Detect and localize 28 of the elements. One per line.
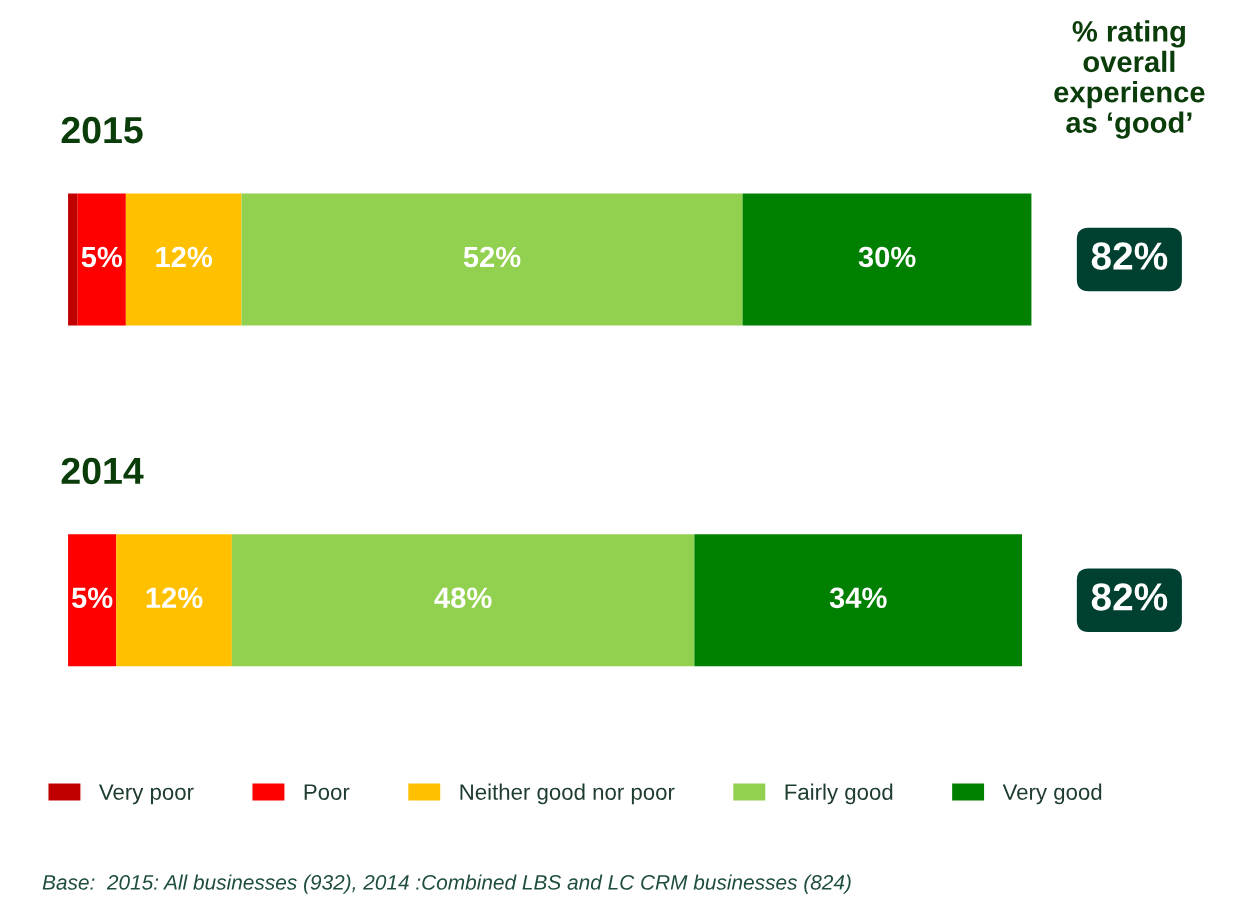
data-label: 5% (81, 246, 123, 268)
y-tick-label: 2014 (61, 457, 144, 485)
bar (231, 534, 695, 667)
data-label: 48% (434, 587, 492, 609)
bar (77, 193, 126, 326)
bar (68, 193, 78, 326)
bar (116, 534, 232, 667)
bar (694, 534, 1023, 667)
bar (68, 534, 117, 667)
legend-label: Poor (304, 784, 350, 800)
y-tick-label: 2015 (61, 116, 143, 144)
data-label: 52% (463, 246, 521, 268)
legend-label: Very poor (98, 784, 194, 805)
text: % rating overall experience as ‘good’ (1054, 20, 1205, 139)
bar (125, 193, 242, 326)
text: 82% (1091, 583, 1168, 611)
data-label: 34% (829, 587, 887, 609)
legend-label: Very good (1002, 783, 1102, 805)
data-label: 12% (146, 587, 203, 609)
legend-label: Fairly good (785, 783, 893, 805)
bar (241, 193, 743, 326)
text: Base: 2015: All businesses (932), 2014 :Combined LBS and LC CRM businesses (824) (42, 874, 851, 894)
text: 82% (1091, 242, 1168, 270)
data-label: 30% (858, 246, 916, 268)
data-label: 5% (71, 587, 113, 609)
legend-label: Neither good nor poor (460, 783, 675, 805)
data-label: 12% (156, 246, 213, 268)
bar (742, 193, 1032, 326)
